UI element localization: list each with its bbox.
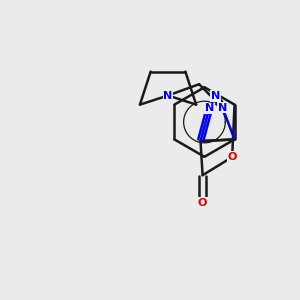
- Text: N: N: [211, 91, 220, 101]
- Text: O: O: [227, 152, 237, 162]
- Text: N: N: [218, 103, 227, 112]
- Text: N: N: [164, 91, 173, 100]
- Text: N: N: [205, 103, 214, 113]
- Text: O: O: [198, 198, 207, 208]
